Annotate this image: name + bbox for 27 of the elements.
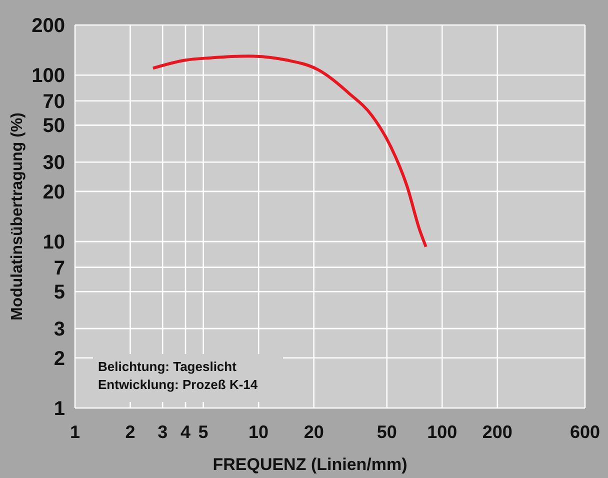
y-tick-label: 100 xyxy=(32,65,65,88)
x-tick-label: 4 xyxy=(180,422,191,442)
x-tick-label: 10 xyxy=(248,422,269,442)
y-tick-label: 50 xyxy=(42,115,65,138)
y-tick-label: 20 xyxy=(42,181,65,204)
annotation: Belichtung: Tageslicht xyxy=(98,359,238,374)
x-tick-label: 2 xyxy=(125,422,136,442)
y-axis-title: Modulatinsübertragung (%) xyxy=(9,112,26,320)
y-tick-label: 7 xyxy=(54,257,65,280)
y-tick-label: 5 xyxy=(54,282,65,304)
y-tick-label: 30 xyxy=(42,152,65,174)
y-tick-label: 1 xyxy=(54,398,65,420)
x-tick-label: 50 xyxy=(376,422,397,442)
y-tick-label: 3 xyxy=(54,318,65,341)
x-tick-label: 20 xyxy=(304,422,324,442)
x-axis-title: FREQUENZ (Linien/mm) xyxy=(212,455,408,474)
y-tick-label: 70 xyxy=(42,90,65,113)
x-tick-label: 5 xyxy=(198,422,208,442)
y-tick-label: 200 xyxy=(32,15,65,37)
x-tick-label: 600 xyxy=(570,422,600,442)
x-tick-label: 100 xyxy=(427,422,458,442)
x-tick-label: 1 xyxy=(70,422,80,442)
y-tick-label: 2 xyxy=(54,348,65,370)
y-tick-label: 10 xyxy=(42,232,65,254)
annotation: Entwicklung: Prozeß K-14 xyxy=(98,377,258,392)
x-tick-label: 200 xyxy=(482,422,512,442)
x-tick-label: 3 xyxy=(158,422,168,442)
